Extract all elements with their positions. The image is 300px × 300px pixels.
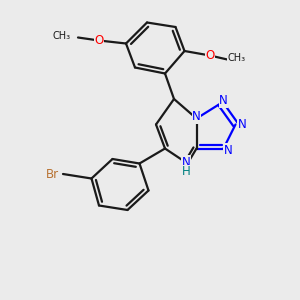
Text: N: N bbox=[219, 94, 228, 107]
Text: O: O bbox=[94, 34, 103, 47]
Text: N: N bbox=[224, 143, 232, 157]
Text: H: H bbox=[182, 165, 190, 178]
Text: N: N bbox=[182, 155, 190, 169]
Text: N: N bbox=[238, 118, 247, 131]
Text: Br: Br bbox=[45, 167, 58, 181]
Text: O: O bbox=[206, 49, 214, 62]
Text: CH₃: CH₃ bbox=[52, 31, 70, 41]
Text: CH₃: CH₃ bbox=[227, 53, 245, 64]
Text: N: N bbox=[192, 110, 201, 124]
